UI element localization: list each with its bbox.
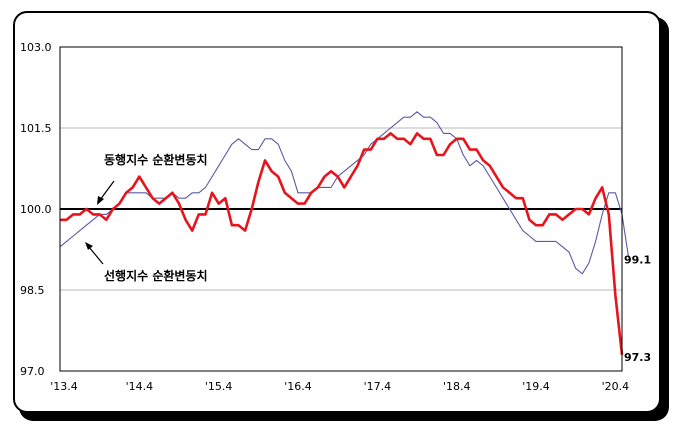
y-tick-label: 101.5 xyxy=(20,122,52,135)
coincident-arrow xyxy=(99,180,115,201)
x-tick-label: '17.4 xyxy=(364,380,392,393)
y-tick-label: 98.5 xyxy=(20,284,45,297)
x-tick-label: '20.4 xyxy=(602,380,630,393)
coincident-annotation: 동행지수 순환변동치 xyxy=(104,152,208,167)
series-lines xyxy=(59,111,630,355)
y-tick-label: 103.0 xyxy=(20,41,52,54)
plot-area-border xyxy=(59,46,623,372)
coincident-index-line xyxy=(60,132,624,355)
x-tick-label: '15.4 xyxy=(205,380,233,393)
leading-arrow xyxy=(88,246,104,265)
leading-end-label: 99.1 xyxy=(624,254,651,267)
coincident-arrowhead xyxy=(97,196,104,205)
coincident-end-label: 97.3 xyxy=(624,351,651,364)
x-tick-labels: '13.4 '14.4 '15.4 '16.4 '17.4 '18.4 '19.4 '20.4 xyxy=(50,380,629,393)
x-tick-label: '18.4 xyxy=(443,380,471,393)
plot-border xyxy=(59,46,623,372)
x-tick-label: '16.4 xyxy=(284,380,312,393)
y-tick-labels: 97.0 98.5 100.0 101.5 103.0 xyxy=(20,41,52,378)
y-tick-label: 97.0 xyxy=(20,365,45,378)
x-tick-label: '14.4 xyxy=(126,380,154,393)
leading-arrowhead xyxy=(85,242,93,250)
x-tick-label: '19.4 xyxy=(522,380,550,393)
y-tick-label: 100.0 xyxy=(20,203,52,216)
leading-annotation: 선행지수 순환변동치 xyxy=(104,268,208,283)
series-end-labels: 97.3 99.1 xyxy=(624,254,651,364)
x-tick-label: '13.4 xyxy=(50,380,78,393)
leading-index-line xyxy=(59,111,630,275)
chart-frame xyxy=(13,11,661,413)
